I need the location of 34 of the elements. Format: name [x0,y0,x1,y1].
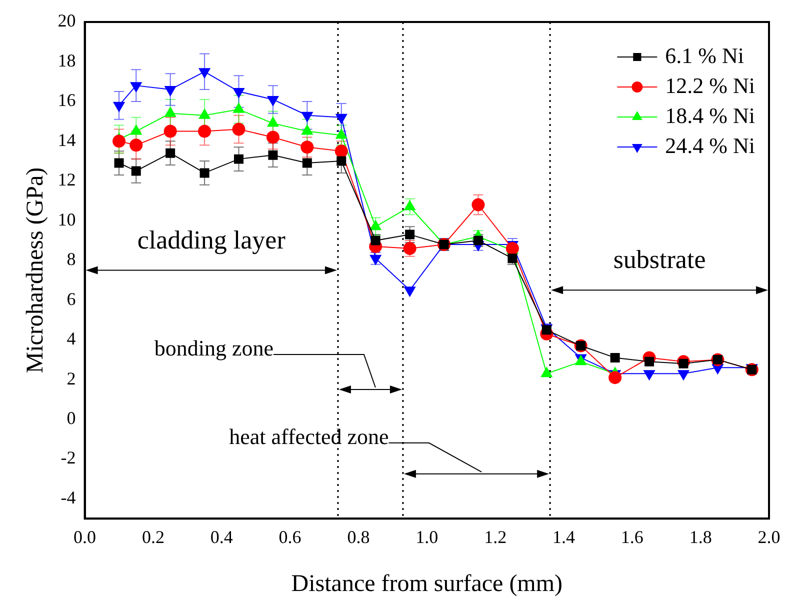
y-tick-label: 6 [66,288,76,309]
y-tick-label: 8 [66,249,76,270]
x-tick-label: 1.2 [484,527,507,548]
y-tick-label: 4 [66,328,76,349]
y-tick-label: 20 [58,10,76,31]
y-tick-label: 12 [58,170,76,190]
x-axis-title: Distance from surface (mm) [291,570,563,597]
legend-label: 18.4 % Ni [665,102,755,128]
x-tick-label: 2.0 [758,527,780,548]
y-tick-label: 2 [66,368,76,388]
x-tick-label: 0.4 [210,527,233,548]
annotation: bonding zone [154,335,274,360]
x-tick-label: 1.4 [552,527,575,548]
annotation: heat affected zone [229,424,389,449]
x-tick-label: 0.8 [347,527,370,548]
y-tick-label: 14 [58,130,76,150]
y-tick-label: -2 [60,448,76,468]
x-tick-label: 1.6 [620,527,644,548]
y-tick-label: 0 [66,408,76,428]
annotation: cladding layer [137,225,286,254]
y-axis-title: Microhardness (GPa) [22,167,49,374]
legend-label: 24.4 % Ni [665,132,755,158]
legend-label: 12.2 % Ni [665,72,755,98]
y-tick-label: 16 [58,90,76,110]
x-tick-label: 0.6 [278,527,302,548]
y-tick-label: 18 [58,50,76,70]
x-tick-label: 1.0 [416,527,438,548]
y-tick-label: -4 [60,487,76,508]
x-tick-label: 0.2 [142,527,164,548]
legend-label: 6.1 % Ni [665,42,744,68]
x-tick-label: 1.8 [689,527,712,548]
y-tick-label: 10 [58,209,76,230]
annotation: substrate [613,245,706,274]
x-tick-label: 0.0 [74,527,96,548]
